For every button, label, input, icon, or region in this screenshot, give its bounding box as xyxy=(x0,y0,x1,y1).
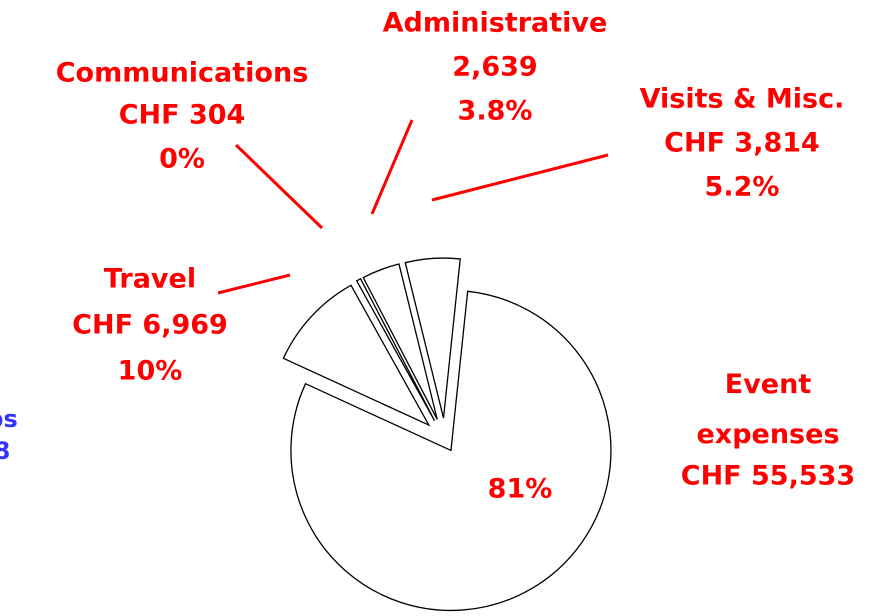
value-label: CHF 3,814 xyxy=(664,128,820,159)
pie-slice xyxy=(362,263,438,420)
slice-label: Administrative xyxy=(383,8,608,39)
cropped-label: ps xyxy=(0,405,18,433)
leader-line xyxy=(234,143,324,230)
leader-line xyxy=(370,119,414,215)
slice-label: Visits & Misc. xyxy=(640,84,845,115)
leader-line xyxy=(431,153,609,202)
percent-label: 5.2% xyxy=(705,172,780,203)
slice-label: Communications xyxy=(56,58,309,89)
value-label: CHF 304 xyxy=(119,100,246,131)
percent-label: 0% xyxy=(159,144,205,175)
percent-label: 10% xyxy=(118,356,183,387)
value-label: CHF 6,969 xyxy=(72,310,228,341)
pie-slice xyxy=(282,284,431,427)
leader-line xyxy=(217,273,291,295)
pie-slice xyxy=(290,290,612,612)
cropped-label: 8 xyxy=(0,437,10,465)
percent-label: 81% xyxy=(488,474,553,505)
value-label: CHF 55,533 xyxy=(681,461,855,492)
pie-slice xyxy=(355,277,436,421)
pie-slice xyxy=(404,257,461,419)
value-label: 2,639 xyxy=(452,52,537,83)
percent-label: 3.8% xyxy=(458,96,533,127)
slice-label: Travel xyxy=(104,264,196,295)
slice-label: Event expenses xyxy=(696,369,839,450)
